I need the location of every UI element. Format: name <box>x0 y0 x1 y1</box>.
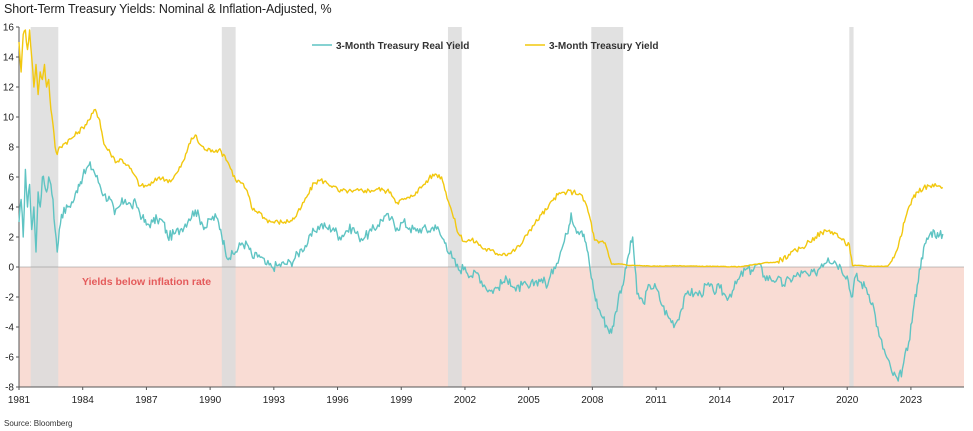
y-tick-label: -8 <box>5 383 14 394</box>
legend-label-nominal-yield: 3-Month Treasury Yield <box>549 41 658 52</box>
y-tick-label: 8 <box>8 143 14 154</box>
x-tick-label: 2011 <box>645 395 667 406</box>
series-line-1 <box>18 29 944 268</box>
y-tick-label: 0 <box>8 263 14 274</box>
axes-layer: -8 -6 -4 -2 0 2 4 6 8 10 12 14 16 1981 1984 1987 1990 199… <box>3 23 964 406</box>
x-tick-label: 2023 <box>900 395 923 406</box>
series-line-0 <box>18 161 944 382</box>
y-tick-label: -6 <box>5 353 14 364</box>
legend-label-real-yield: 3-Month Treasury Real Yield <box>336 41 469 52</box>
x-tick-label: 2002 <box>454 395 477 406</box>
y-tick-label: 6 <box>8 173 14 184</box>
x-tick-label: 2008 <box>581 395 604 406</box>
recession-bar-3 <box>591 27 624 387</box>
y-tick-label: 2 <box>8 233 14 244</box>
x-tick-label: 1999 <box>390 395 413 406</box>
x-tick-label: 1987 <box>135 395 158 406</box>
source-note: Source: Bloomberg <box>4 419 73 428</box>
chart-title: Short-Term Treasury Yields: Nominal & In… <box>4 2 332 16</box>
y-tick-label: 12 <box>3 83 15 94</box>
x-tick-label: 1996 <box>326 395 349 406</box>
y-tick-label: 16 <box>3 23 15 34</box>
recession-bar-1 <box>221 27 236 387</box>
y-tick-label: -2 <box>5 293 14 304</box>
below-inflation-region <box>19 267 964 387</box>
x-tick-label: 1981 <box>8 395 31 406</box>
background-layer <box>19 27 964 387</box>
y-tick-label: 4 <box>8 203 14 214</box>
x-tick-label: 1990 <box>199 395 222 406</box>
x-tick-label: 1993 <box>263 395 286 406</box>
y-tick-label: -4 <box>5 323 14 334</box>
x-tick-label: 2020 <box>836 395 859 406</box>
x-tick-label: 2014 <box>709 395 732 406</box>
x-tick-label: 2005 <box>518 395 541 406</box>
legend: 3-Month Treasury Real Yield 3-Month Trea… <box>312 41 658 52</box>
recession-bar-2 <box>447 27 462 387</box>
recession-bar-4 <box>849 27 854 387</box>
y-tick-label: 14 <box>3 53 15 64</box>
y-tick-label: 10 <box>3 113 15 124</box>
series-layer <box>18 29 944 382</box>
below-inflation-annotation: Yields below inflation rate <box>82 276 211 288</box>
x-tick-label: 2017 <box>772 395 795 406</box>
x-tick-label: 1984 <box>72 395 95 406</box>
